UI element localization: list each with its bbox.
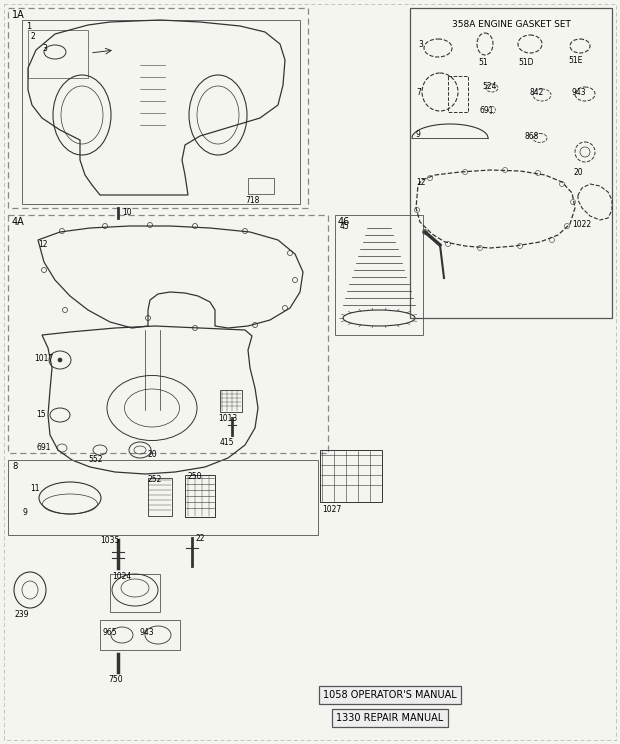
- Text: 1A: 1A: [12, 10, 25, 20]
- Text: 10: 10: [122, 208, 131, 217]
- Text: 943: 943: [140, 628, 154, 637]
- Text: 2: 2: [30, 32, 35, 41]
- Text: 20: 20: [148, 450, 157, 459]
- Text: 250: 250: [188, 472, 203, 481]
- Text: 691: 691: [36, 443, 50, 452]
- Text: 524: 524: [482, 82, 497, 91]
- Text: 3: 3: [418, 40, 423, 49]
- Text: 552: 552: [88, 455, 102, 464]
- Text: 7: 7: [416, 88, 421, 97]
- Text: 1024: 1024: [112, 572, 131, 581]
- Text: 1017: 1017: [34, 354, 53, 363]
- Text: 415: 415: [220, 438, 234, 447]
- Text: 51E: 51E: [568, 56, 582, 65]
- Text: 1013: 1013: [218, 414, 237, 423]
- Text: 46: 46: [338, 217, 350, 227]
- Text: 3: 3: [42, 44, 47, 53]
- Ellipse shape: [58, 358, 62, 362]
- Text: 51: 51: [478, 58, 487, 67]
- Text: 1330 REPAIR MANUAL: 1330 REPAIR MANUAL: [337, 713, 444, 723]
- Text: 1: 1: [26, 22, 31, 31]
- Text: 252: 252: [148, 475, 162, 484]
- Text: 12: 12: [416, 178, 425, 187]
- Text: 9: 9: [22, 508, 27, 517]
- Text: 12: 12: [38, 240, 48, 249]
- Text: 22: 22: [196, 534, 205, 543]
- Text: 9: 9: [416, 130, 421, 139]
- Text: 45: 45: [340, 222, 350, 231]
- Text: 750: 750: [108, 675, 123, 684]
- Text: 1022: 1022: [572, 220, 591, 229]
- Text: 1027: 1027: [322, 505, 341, 514]
- Text: 1058 OPERATOR'S MANUAL: 1058 OPERATOR'S MANUAL: [323, 690, 457, 700]
- Text: 51D: 51D: [518, 58, 533, 67]
- Text: 15: 15: [36, 410, 46, 419]
- Text: 691: 691: [480, 106, 495, 115]
- Text: 842: 842: [530, 88, 544, 97]
- Text: 20: 20: [574, 168, 583, 177]
- Text: 239: 239: [14, 610, 29, 619]
- Text: 868: 868: [525, 132, 539, 141]
- Text: 358A ENGINE GASKET SET: 358A ENGINE GASKET SET: [451, 20, 570, 29]
- Text: 1035: 1035: [100, 536, 120, 545]
- Text: 943: 943: [572, 88, 587, 97]
- Text: 4A: 4A: [12, 217, 25, 227]
- Text: 965: 965: [102, 628, 117, 637]
- Text: 718: 718: [245, 196, 259, 205]
- Text: 11: 11: [30, 484, 40, 493]
- Text: 8: 8: [12, 462, 17, 471]
